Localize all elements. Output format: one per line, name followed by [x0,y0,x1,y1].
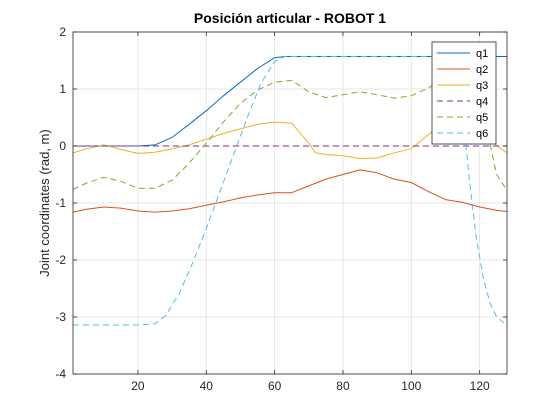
legend-label-q6: q6 [476,128,488,140]
y-axis-label: Joint coordinates (rad, m) [37,129,52,276]
y-tick-label: -3 [55,310,66,324]
y-tick-label: -2 [55,253,66,267]
x-tick-label: 120 [470,379,490,393]
x-tick-label: 100 [401,379,421,393]
series-q2-line [73,169,507,213]
legend: q1 q2 q3 q4 q5 q6 [431,41,497,145]
legend-label-q5: q5 [476,112,488,124]
y-tick-label: -4 [55,367,66,381]
ticks: 20 40 60 80 100 120 -4 -3 -2 -1 0 1 2 [55,25,507,393]
legend-label-q4: q4 [476,96,488,108]
legend-box [431,41,497,145]
x-tick-label: 20 [131,379,145,393]
legend-label-q3: q3 [476,80,488,92]
y-tick-label: 2 [59,25,66,39]
x-tick-label: 60 [268,379,282,393]
chart-title: Posición articular - ROBOT 1 [194,10,386,26]
series-q6-line [73,56,507,326]
y-tick-label: 0 [59,139,66,153]
x-tick-label: 40 [200,379,214,393]
x-tick-label: 80 [336,379,350,393]
y-tick-label: -1 [55,196,66,210]
y-tick-label: 1 [59,82,66,96]
legend-label-q2: q2 [476,64,488,76]
legend-label-q1: q1 [476,48,488,60]
